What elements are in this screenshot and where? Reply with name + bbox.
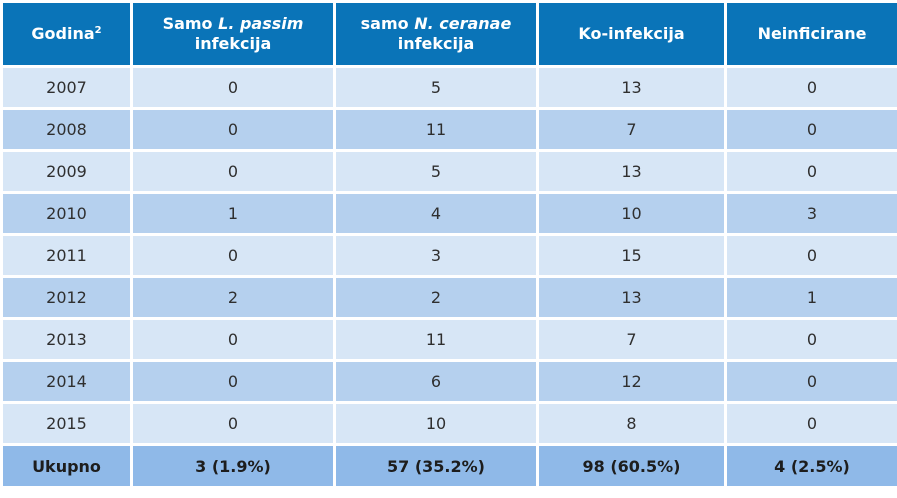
table-body: 2007 0 5 13 0 2008 0 11 7 0 2009 0 5 13 0 2010 1 4 10 3 2011… <box>3 68 897 443</box>
cell-coinfection: 13 <box>539 68 724 107</box>
cell-year: 2007 <box>3 68 130 107</box>
header-l-passim-suffix: infekcija <box>194 34 272 53</box>
cell-uninfected: 3 <box>727 194 897 233</box>
total-uninfected: 4 (2.5%) <box>727 446 897 486</box>
cell-year: 2012 <box>3 278 130 317</box>
cell-n-ceranae: 6 <box>336 362 536 401</box>
table-row: 2010 1 4 10 3 <box>3 194 897 233</box>
cell-uninfected: 0 <box>727 362 897 401</box>
table-row: 2013 0 11 7 0 <box>3 320 897 359</box>
cell-uninfected: 0 <box>727 110 897 149</box>
cell-l-passim: 1 <box>133 194 333 233</box>
cell-year: 2014 <box>3 362 130 401</box>
header-year-footnote: 2 <box>94 25 102 36</box>
cell-l-passim: 0 <box>133 236 333 275</box>
cell-uninfected: 0 <box>727 404 897 443</box>
header-l-passim-species: L. passim <box>218 14 304 33</box>
cell-year: 2011 <box>3 236 130 275</box>
cell-n-ceranae: 11 <box>336 320 536 359</box>
cell-uninfected: 0 <box>727 152 897 191</box>
header-year-label: Godina <box>31 24 95 43</box>
table-row: 2011 0 3 15 0 <box>3 236 897 275</box>
cell-uninfected: 0 <box>727 68 897 107</box>
header-row: Godina2 Samo L. passim infekcija samo N. … <box>3 3 897 65</box>
cell-coinfection: 10 <box>539 194 724 233</box>
cell-n-ceranae: 2 <box>336 278 536 317</box>
header-n-ceranae-prefix: samo <box>360 14 415 33</box>
header-n-ceranae-suffix: infekcija <box>397 34 475 53</box>
cell-year: 2013 <box>3 320 130 359</box>
total-n-ceranae: 57 (35.2%) <box>336 446 536 486</box>
cell-uninfected: 1 <box>727 278 897 317</box>
table-row: 2008 0 11 7 0 <box>3 110 897 149</box>
total-row: Ukupno 3 (1.9%) 57 (35.2%) 98 (60.5%) 4 … <box>3 446 897 486</box>
cell-year: 2015 <box>3 404 130 443</box>
cell-n-ceranae: 11 <box>336 110 536 149</box>
header-l-passim-prefix: Samo <box>162 14 219 33</box>
cell-n-ceranae: 5 <box>336 152 536 191</box>
cell-year: 2008 <box>3 110 130 149</box>
cell-l-passim: 0 <box>133 320 333 359</box>
cell-year: 2009 <box>3 152 130 191</box>
total-label: Ukupno <box>3 446 130 486</box>
cell-year: 2010 <box>3 194 130 233</box>
cell-l-passim: 0 <box>133 110 333 149</box>
table-row: 2015 0 10 8 0 <box>3 404 897 443</box>
cell-coinfection: 7 <box>539 110 724 149</box>
header-n-ceranae: samo N. ceranae infekcija <box>336 3 536 65</box>
header-l-passim: Samo L. passim infekcija <box>133 3 333 65</box>
cell-coinfection: 13 <box>539 278 724 317</box>
cell-coinfection: 13 <box>539 152 724 191</box>
table-row: 2009 0 5 13 0 <box>3 152 897 191</box>
header-coinfection: Ko-infekcija <box>539 3 724 65</box>
cell-uninfected: 0 <box>727 320 897 359</box>
cell-n-ceranae: 4 <box>336 194 536 233</box>
total-coinfection: 98 (60.5%) <box>539 446 724 486</box>
table-row: 2012 2 2 13 1 <box>3 278 897 317</box>
cell-coinfection: 7 <box>539 320 724 359</box>
cell-l-passim: 0 <box>133 362 333 401</box>
cell-coinfection: 8 <box>539 404 724 443</box>
total-l-passim: 3 (1.9%) <box>133 446 333 486</box>
cell-l-passim: 0 <box>133 68 333 107</box>
header-year: Godina2 <box>3 3 130 65</box>
header-uninfected: Neinficirane <box>727 3 897 65</box>
cell-n-ceranae: 3 <box>336 236 536 275</box>
cell-n-ceranae: 10 <box>336 404 536 443</box>
header-n-ceranae-species: N. ceranae <box>414 14 512 33</box>
cell-coinfection: 12 <box>539 362 724 401</box>
cell-n-ceranae: 5 <box>336 68 536 107</box>
table-header: Godina2 Samo L. passim infekcija samo N. … <box>3 3 897 65</box>
table-footer: Ukupno 3 (1.9%) 57 (35.2%) 98 (60.5%) 4 … <box>3 446 897 486</box>
cell-l-passim: 0 <box>133 152 333 191</box>
cell-coinfection: 15 <box>539 236 724 275</box>
cell-l-passim: 2 <box>133 278 333 317</box>
table-row: 2014 0 6 12 0 <box>3 362 897 401</box>
cell-uninfected: 0 <box>727 236 897 275</box>
table-row: 2007 0 5 13 0 <box>3 68 897 107</box>
cell-l-passim: 0 <box>133 404 333 443</box>
